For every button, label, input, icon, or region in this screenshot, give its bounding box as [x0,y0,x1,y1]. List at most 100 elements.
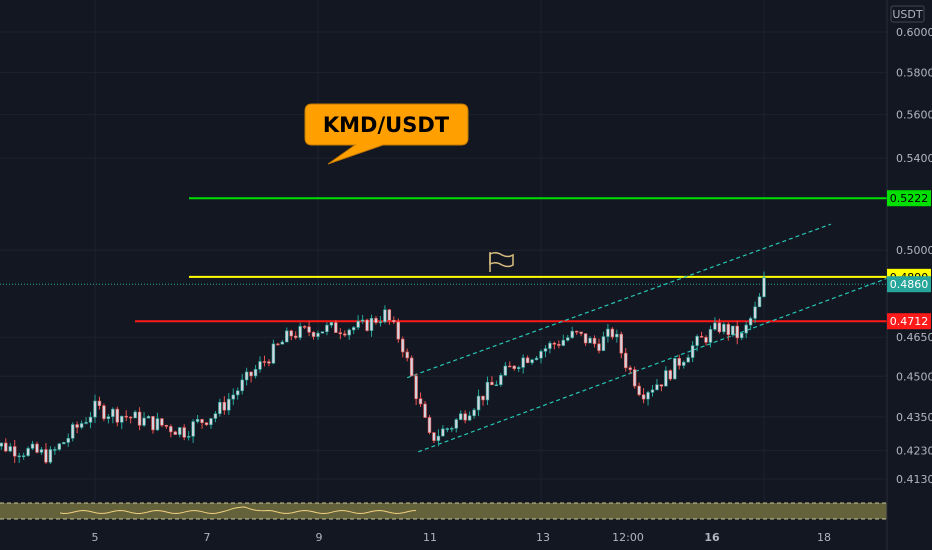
candle-body [717,322,722,333]
candle-body [57,443,62,450]
candle-body [525,357,530,364]
candle-body [160,418,164,426]
x-tick-label: 9 [316,531,323,544]
candle-body [8,446,12,452]
candle-body [512,365,516,369]
candle-body [178,427,182,435]
candle-body [276,343,280,346]
candle-body [432,432,436,441]
candle-body [450,428,454,430]
candle-body [329,322,334,326]
candle-body [459,413,463,420]
candle-body [378,321,383,324]
candle-body [762,277,766,298]
candle-body [222,401,227,411]
x-tick-label: 16 [704,531,720,544]
candle-body [369,318,374,331]
candle-body [262,361,267,363]
candle-body [726,324,731,336]
channel-upper [406,223,832,379]
candle-body [708,329,713,343]
candle-body [218,401,222,414]
candle-body [632,369,637,387]
candle-body [463,413,467,421]
candle-body [17,455,21,458]
candle-body [570,330,574,338]
candle-body [521,357,525,368]
candle-body [485,381,490,401]
price-axis: USDT 0.6000 0.5800 0.5600 0.5400 0.5000 0.4650… [886,0,932,550]
channel-lower [418,273,899,453]
x-tick-label: 18 [817,531,831,544]
candle-body [467,415,472,421]
candle-body [418,398,423,405]
candle-body [499,374,503,385]
x-tick-label: 13 [536,531,550,544]
candle-body [325,324,329,333]
candle-body [173,431,177,435]
candle-body [552,342,557,345]
candle-body [383,309,387,323]
candle-body [13,446,17,457]
candle-body [682,361,686,366]
candle-body [227,398,231,411]
candle-body [530,359,534,364]
currency-box [890,5,925,23]
x-tick-label: 11 [423,531,437,544]
candle-body [102,405,106,419]
level-tag-bg [887,190,931,207]
y-tick-label: 0.5800 [896,67,932,80]
candle-body [615,333,619,338]
candle-body [124,415,128,418]
candle-body [441,428,445,437]
candle-body [566,337,570,341]
candle-body [646,392,650,400]
candle-body [744,324,748,334]
candle-body [508,365,512,368]
candle-body [704,337,708,343]
candle-body [316,332,320,337]
candle-body [641,394,646,400]
candle-body [690,345,695,358]
candle-body [757,296,762,308]
y-tick-label: 0.5600 [896,109,932,122]
candle-body [739,332,744,339]
y-tick-label: 0.4350 [896,411,932,424]
candle-body [561,339,566,346]
candle-body [271,343,276,364]
candle-body [231,394,235,400]
candle-body [204,422,209,426]
candle-body [476,395,481,411]
candle-body [699,336,704,338]
last-price-tag-bg [887,276,931,293]
candle-body [543,348,548,352]
candle-body [579,331,583,334]
candle-body [655,384,659,391]
candle-body [62,442,66,445]
candle-body [285,330,289,343]
candle-body [97,400,102,407]
candle-body [289,330,293,337]
candle-body [405,351,409,359]
candle-body [548,342,552,349]
y-tick-label: 0.5400 [896,152,932,165]
channel-lines [406,223,899,453]
time-axis: 5 7 9 11 13 12:00 16 18 [92,531,832,544]
y-tick-label: 0.6000 [896,26,932,39]
y-tick-label: 0.4230 [896,444,932,457]
candle-body [21,455,26,457]
candle-body [258,361,262,370]
candle-body [731,325,735,336]
candle-body [39,449,44,453]
candle-body [650,389,655,393]
horizontal-levels [0,197,887,323]
candle-body [146,416,151,419]
candle-body [213,413,218,419]
flag-icon [489,251,514,272]
candle-body [0,442,4,447]
candle-body [302,326,307,328]
candle-body [155,418,160,431]
candle-body [115,408,120,423]
